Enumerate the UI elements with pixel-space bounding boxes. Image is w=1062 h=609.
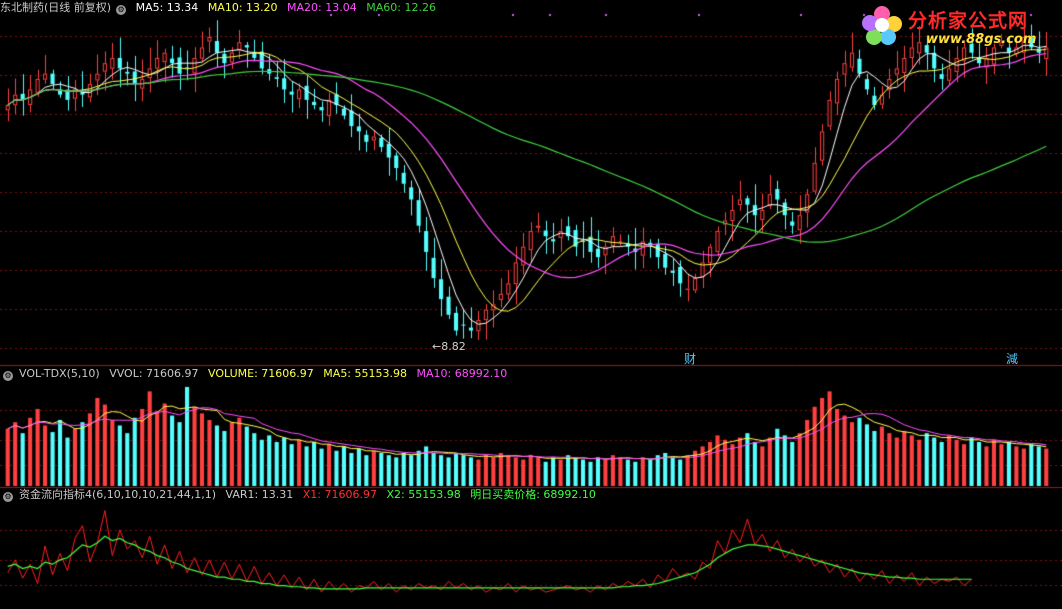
low-price-label: 8.82 bbox=[441, 340, 466, 353]
cai-marker: 财 bbox=[684, 352, 697, 366]
ma60-label: MA60: 12.26 bbox=[366, 1, 436, 14]
vvol-label: VVOL: 71606.97 bbox=[109, 367, 199, 380]
volume-panel-header: ⚙ VOL-TDX(5,10) VVOL: 71606.97 VOLUME: 71… bbox=[0, 366, 513, 382]
low-price-marker: ←8.82 bbox=[432, 340, 466, 353]
volume-label: VOLUME: 71606.97 bbox=[208, 367, 314, 380]
x1-label: X1: 71606.97 bbox=[302, 488, 377, 501]
x2-label: X2: 55153.98 bbox=[386, 488, 461, 501]
next-price-label: 明日买卖价格: 68992.10 bbox=[470, 488, 596, 501]
stock-title[interactable]: 东北制药(日线 前复权) bbox=[0, 1, 112, 14]
ma10-label: MA10: 13.20 bbox=[207, 1, 278, 14]
arrow-icon: ← bbox=[432, 340, 442, 353]
var1-label: VAR1: 13.31 bbox=[225, 488, 294, 501]
logo-name: 分析家公式网 bbox=[908, 10, 1029, 32]
vol-indicator-title[interactable]: VOL-TDX(5,10) bbox=[19, 367, 100, 380]
logo-url: www.88gs.com bbox=[926, 32, 1037, 47]
flow-indicator-title[interactable]: 资金流向指标4(6,10,10,10,21,44,1,1) bbox=[19, 488, 217, 501]
gear-icon[interactable]: ⚙ bbox=[3, 371, 13, 381]
gear-icon[interactable]: ⚙ bbox=[116, 5, 127, 15]
site-logo: 分析家公式网 www.88gs.com bbox=[860, 2, 1056, 52]
jian-marker: 減 bbox=[1006, 352, 1019, 366]
price-panel-header: 东北制药(日线 前复权) ⚙ MA5: 13.34 MA10: 13.20 MA2… bbox=[0, 0, 442, 16]
flow-panel-header: ⚙ 资金流向指标4(6,10,10,10,21,44,1,1) VAR1: 13.… bbox=[0, 487, 602, 503]
vol-ma5-label: MA5: 55153.98 bbox=[323, 367, 407, 380]
ma20-label: MA20: 13.04 bbox=[287, 1, 357, 14]
gear-icon[interactable]: ⚙ bbox=[3, 492, 13, 502]
flower-logo-icon bbox=[862, 6, 902, 46]
vol-ma10-label: MA10: 68992.10 bbox=[416, 367, 508, 380]
ma5-label: MA5: 13.34 bbox=[135, 1, 199, 14]
